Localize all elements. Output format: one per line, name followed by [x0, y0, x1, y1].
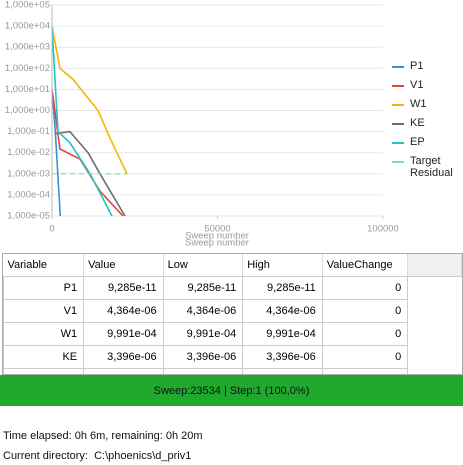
chart: Sweep number Sweep number 1,000e+05 1,000…	[5, 0, 399, 249]
series-line	[52, 26, 113, 216]
legend-swatch	[392, 66, 404, 68]
y-tick-label: 1,000e-03	[7, 168, 50, 179]
table-row: W1 9,991e-04 9,991e-04 9,991e-04 0	[3, 322, 462, 346]
legend-item: V1	[392, 79, 462, 91]
y-tick-label: 1,000e+05	[5, 0, 50, 11]
plot-area	[52, 25, 128, 216]
y-tick-label: 1,000e-02	[7, 147, 50, 158]
table-cell: 4,364e-06	[242, 299, 323, 323]
column-header: Low	[163, 254, 244, 277]
table-row: KE 3,396e-06 3,396e-06 3,396e-06 0	[3, 345, 462, 369]
table-cell: KE	[3, 345, 85, 369]
legend-swatch	[392, 123, 404, 125]
y-tick-label: 1,000e-04	[7, 189, 50, 200]
series-line	[54, 130, 126, 216]
legend-label: W1	[410, 98, 427, 110]
legend-item: W1	[392, 98, 462, 110]
legend-item: P1	[392, 60, 462, 72]
legend-swatch	[392, 142, 404, 144]
legend-item: EP	[392, 136, 462, 148]
x-tick-label: 50000	[204, 224, 230, 235]
directory: C:\phoenics\d_priv1	[94, 450, 192, 462]
filler-cell	[408, 300, 462, 323]
time-info: Time elapsed: 0h 6m, remaining: 0h 20m	[3, 430, 203, 442]
directory-info: Current directory: C:\phoenics\d_priv1	[3, 450, 191, 462]
table-cell: V1	[3, 299, 85, 323]
legend-item: Target Residual	[392, 155, 462, 179]
table-cell: W1	[3, 322, 85, 346]
legend-label: KE	[410, 117, 425, 129]
x-axis-label: Sweep number	[185, 231, 249, 242]
y-tick-label: 1,000e-05	[7, 211, 50, 222]
filler-cell	[408, 323, 462, 346]
legend: P1 V1 W1 KE EP Target Residual	[392, 60, 462, 186]
legend-swatch	[392, 161, 404, 163]
table-cell: 9,285e-11	[242, 276, 323, 300]
column-header: ValueChange	[322, 254, 409, 277]
series-line	[52, 25, 128, 175]
filler-header	[407, 254, 462, 277]
y-tick-label: 1,000e+00	[5, 105, 50, 116]
table-cell: 3,396e-06	[242, 345, 323, 369]
table-cell: 4,364e-06	[83, 299, 164, 323]
column-header: Variable	[3, 254, 85, 277]
y-tick-label: 1,000e+04	[5, 21, 50, 32]
grid	[51, 4, 384, 219]
legend-swatch	[392, 104, 404, 106]
legend-label: P1	[410, 60, 424, 72]
table-cell: 3,396e-06	[162, 345, 244, 369]
y-tick-label: 1,000e+03	[5, 42, 50, 53]
x-tick-label: 100000	[367, 224, 399, 235]
y-tick-label: 1,000e+02	[5, 63, 50, 74]
x-axis-label-shadow: Sweep number	[185, 238, 249, 249]
filler-cell	[408, 277, 462, 300]
table-cell: 0	[321, 276, 409, 300]
table-cell: 0	[321, 345, 409, 369]
legend-label: EP	[410, 136, 425, 148]
table-cell: EP	[3, 368, 85, 374]
variable-table: Variable Value Low High ValueChange P1 9,285e-…	[2, 253, 463, 375]
legend-swatch	[392, 85, 404, 87]
directory-label: Current directory:	[3, 450, 88, 462]
table-cell: 0	[321, 322, 409, 346]
column-header: High	[242, 254, 323, 277]
table-row: V1 4,364e-06 4,364e-06 4,364e-06 0	[3, 299, 462, 323]
table-cell: 9,991e-04	[83, 322, 164, 346]
legend-label: V1	[410, 79, 424, 91]
table-cell: 4,364e-06	[162, 299, 244, 323]
legend-label: Target Residual	[410, 155, 453, 179]
table-cell: 9,991e-04	[162, 322, 244, 346]
table-cell: P1	[3, 276, 85, 300]
x-tick-label: 0	[49, 224, 54, 235]
table-cell: 9,285e-11	[83, 276, 164, 300]
table-row: EP6,896e-076,896e-076,896e-070	[3, 368, 462, 374]
table-cell: 9,991e-04	[242, 322, 323, 346]
table-cell: 0	[321, 299, 409, 323]
legend-item: KE	[392, 117, 462, 129]
filler-cell	[408, 346, 462, 369]
table-cell: 3,396e-06	[83, 345, 164, 369]
table-cell: 9,285e-11	[162, 276, 244, 300]
column-header: Value	[83, 254, 164, 277]
table: Variable Value Low High ValueChange P1 9,285e-…	[3, 254, 462, 374]
table-cell: 0	[321, 368, 409, 374]
header-row: Variable Value Low High ValueChange	[3, 254, 462, 277]
y-tick-label: 1,000e+01	[5, 84, 50, 95]
table-row: P1 9,285e-11 9,285e-11 9,285e-11 0	[3, 276, 462, 300]
status-bar: Sweep:23534 | Step:1 (100,0%)	[0, 375, 463, 406]
y-tick-label: 1,000e-01	[7, 126, 50, 137]
